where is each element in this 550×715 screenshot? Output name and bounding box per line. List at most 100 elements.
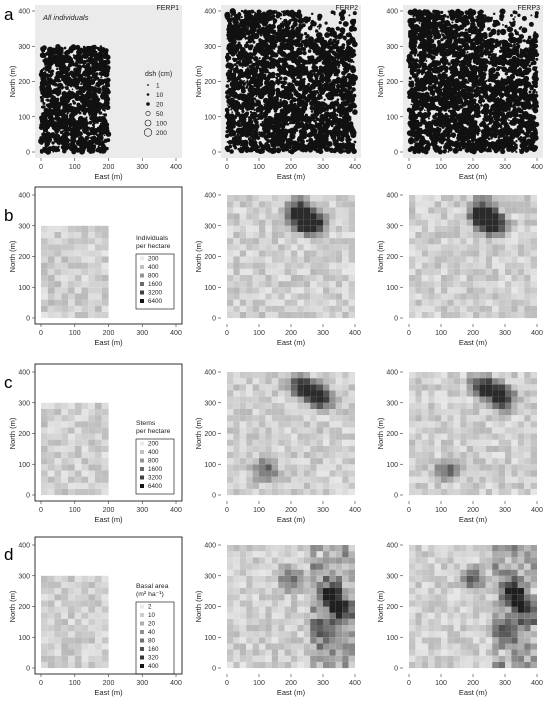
scatter-point — [51, 124, 58, 131]
scatter-point — [324, 63, 329, 68]
scatter-point — [303, 148, 308, 153]
scatter-point — [39, 136, 43, 140]
scatter-point — [343, 111, 350, 117]
scatter-point — [40, 98, 44, 103]
scatter-point — [312, 147, 316, 151]
scatter-point — [292, 31, 298, 36]
scatter-point — [307, 49, 312, 53]
scatter-point — [272, 59, 275, 63]
scatter-point — [256, 135, 261, 140]
scatter-point — [271, 145, 274, 148]
scatter-point — [74, 73, 77, 77]
scatter-point — [245, 41, 249, 45]
scatter-point — [64, 57, 70, 63]
scatter-point — [273, 47, 276, 50]
scatter-point — [249, 44, 254, 48]
scatter-point — [103, 100, 110, 107]
scatter-point — [82, 53, 88, 59]
scatter-point — [297, 30, 301, 34]
scatter-point — [318, 24, 322, 28]
scatter-point — [281, 144, 284, 147]
scatter-point — [96, 87, 102, 93]
scatter-point — [71, 149, 77, 155]
scatter-point — [335, 87, 341, 94]
scatter-point — [245, 81, 247, 84]
scatter-point — [269, 73, 276, 79]
scatter-point — [302, 50, 307, 56]
scatter-point — [57, 112, 62, 116]
scatter-point — [316, 32, 323, 39]
y-tick-label: 100 — [18, 114, 30, 121]
scatter-point — [258, 101, 262, 105]
scatter-point — [349, 36, 356, 43]
scatter-point — [499, 28, 507, 36]
scatter-point — [441, 52, 445, 56]
scatter-point — [236, 70, 239, 73]
scatter-point — [327, 91, 332, 97]
scatter-point — [419, 127, 423, 131]
scatter-point — [261, 68, 264, 71]
scatter-point — [286, 71, 292, 77]
scatter-point — [47, 69, 52, 74]
scatter-point — [81, 144, 84, 146]
scatter-point — [97, 65, 103, 72]
scatter-point — [259, 50, 262, 53]
scatter-point — [275, 76, 279, 80]
scatter-point — [74, 145, 78, 148]
scatter-point — [65, 123, 69, 127]
scatter-point — [335, 132, 339, 136]
scatter-point — [311, 79, 316, 84]
scatter-point — [57, 103, 62, 108]
scatter-point — [235, 83, 239, 87]
scatter-point — [290, 53, 292, 56]
scatter-points-FERP2 — [224, 8, 358, 155]
scatter-point — [345, 32, 351, 38]
scatter-point — [284, 28, 290, 34]
x-axis-label: East (m) — [94, 172, 123, 181]
scatter-point — [237, 123, 242, 127]
scatter-point — [61, 113, 68, 120]
scatter-point — [298, 17, 305, 24]
scatter-point — [235, 60, 239, 63]
scatter-point — [48, 104, 51, 108]
scatter-point — [226, 55, 229, 58]
scatter-point — [274, 101, 282, 109]
scatter-point — [100, 123, 103, 126]
scatter-point — [299, 139, 305, 145]
scatter-point — [280, 101, 285, 105]
scatter-point — [82, 45, 86, 49]
scatter-point — [332, 38, 337, 43]
scatter-point — [252, 40, 256, 44]
scatter-point — [60, 135, 66, 142]
scatter-point — [289, 105, 293, 110]
scatter-point — [47, 50, 52, 55]
scatter-point — [251, 137, 255, 141]
scatter-point — [103, 138, 108, 143]
scatter-point — [342, 144, 346, 148]
scatter-point — [102, 113, 104, 116]
scatter-point — [227, 95, 231, 99]
scatter-point — [55, 70, 62, 77]
scatter-point — [451, 21, 454, 24]
scatter-point — [273, 124, 276, 127]
scatter-point — [351, 80, 355, 85]
scatter-point — [294, 143, 297, 146]
scatter-point — [528, 21, 534, 27]
scatter-point — [43, 73, 47, 77]
scatter-point — [64, 126, 68, 130]
scatter-point — [247, 92, 251, 96]
scatter-point — [242, 96, 247, 101]
scatter-point — [57, 148, 61, 152]
scatter-point — [284, 81, 288, 84]
scatter-point — [319, 75, 326, 83]
scatter-point — [66, 112, 69, 115]
scatter-point — [106, 129, 110, 133]
scatter-point — [39, 52, 46, 59]
scatter-point — [50, 80, 53, 83]
scatter-point — [90, 101, 97, 108]
scatter-point — [352, 109, 358, 115]
scatter-point — [66, 76, 72, 83]
scatter-point — [310, 117, 314, 122]
scatter-point — [253, 123, 260, 130]
scatter-point — [227, 101, 230, 104]
